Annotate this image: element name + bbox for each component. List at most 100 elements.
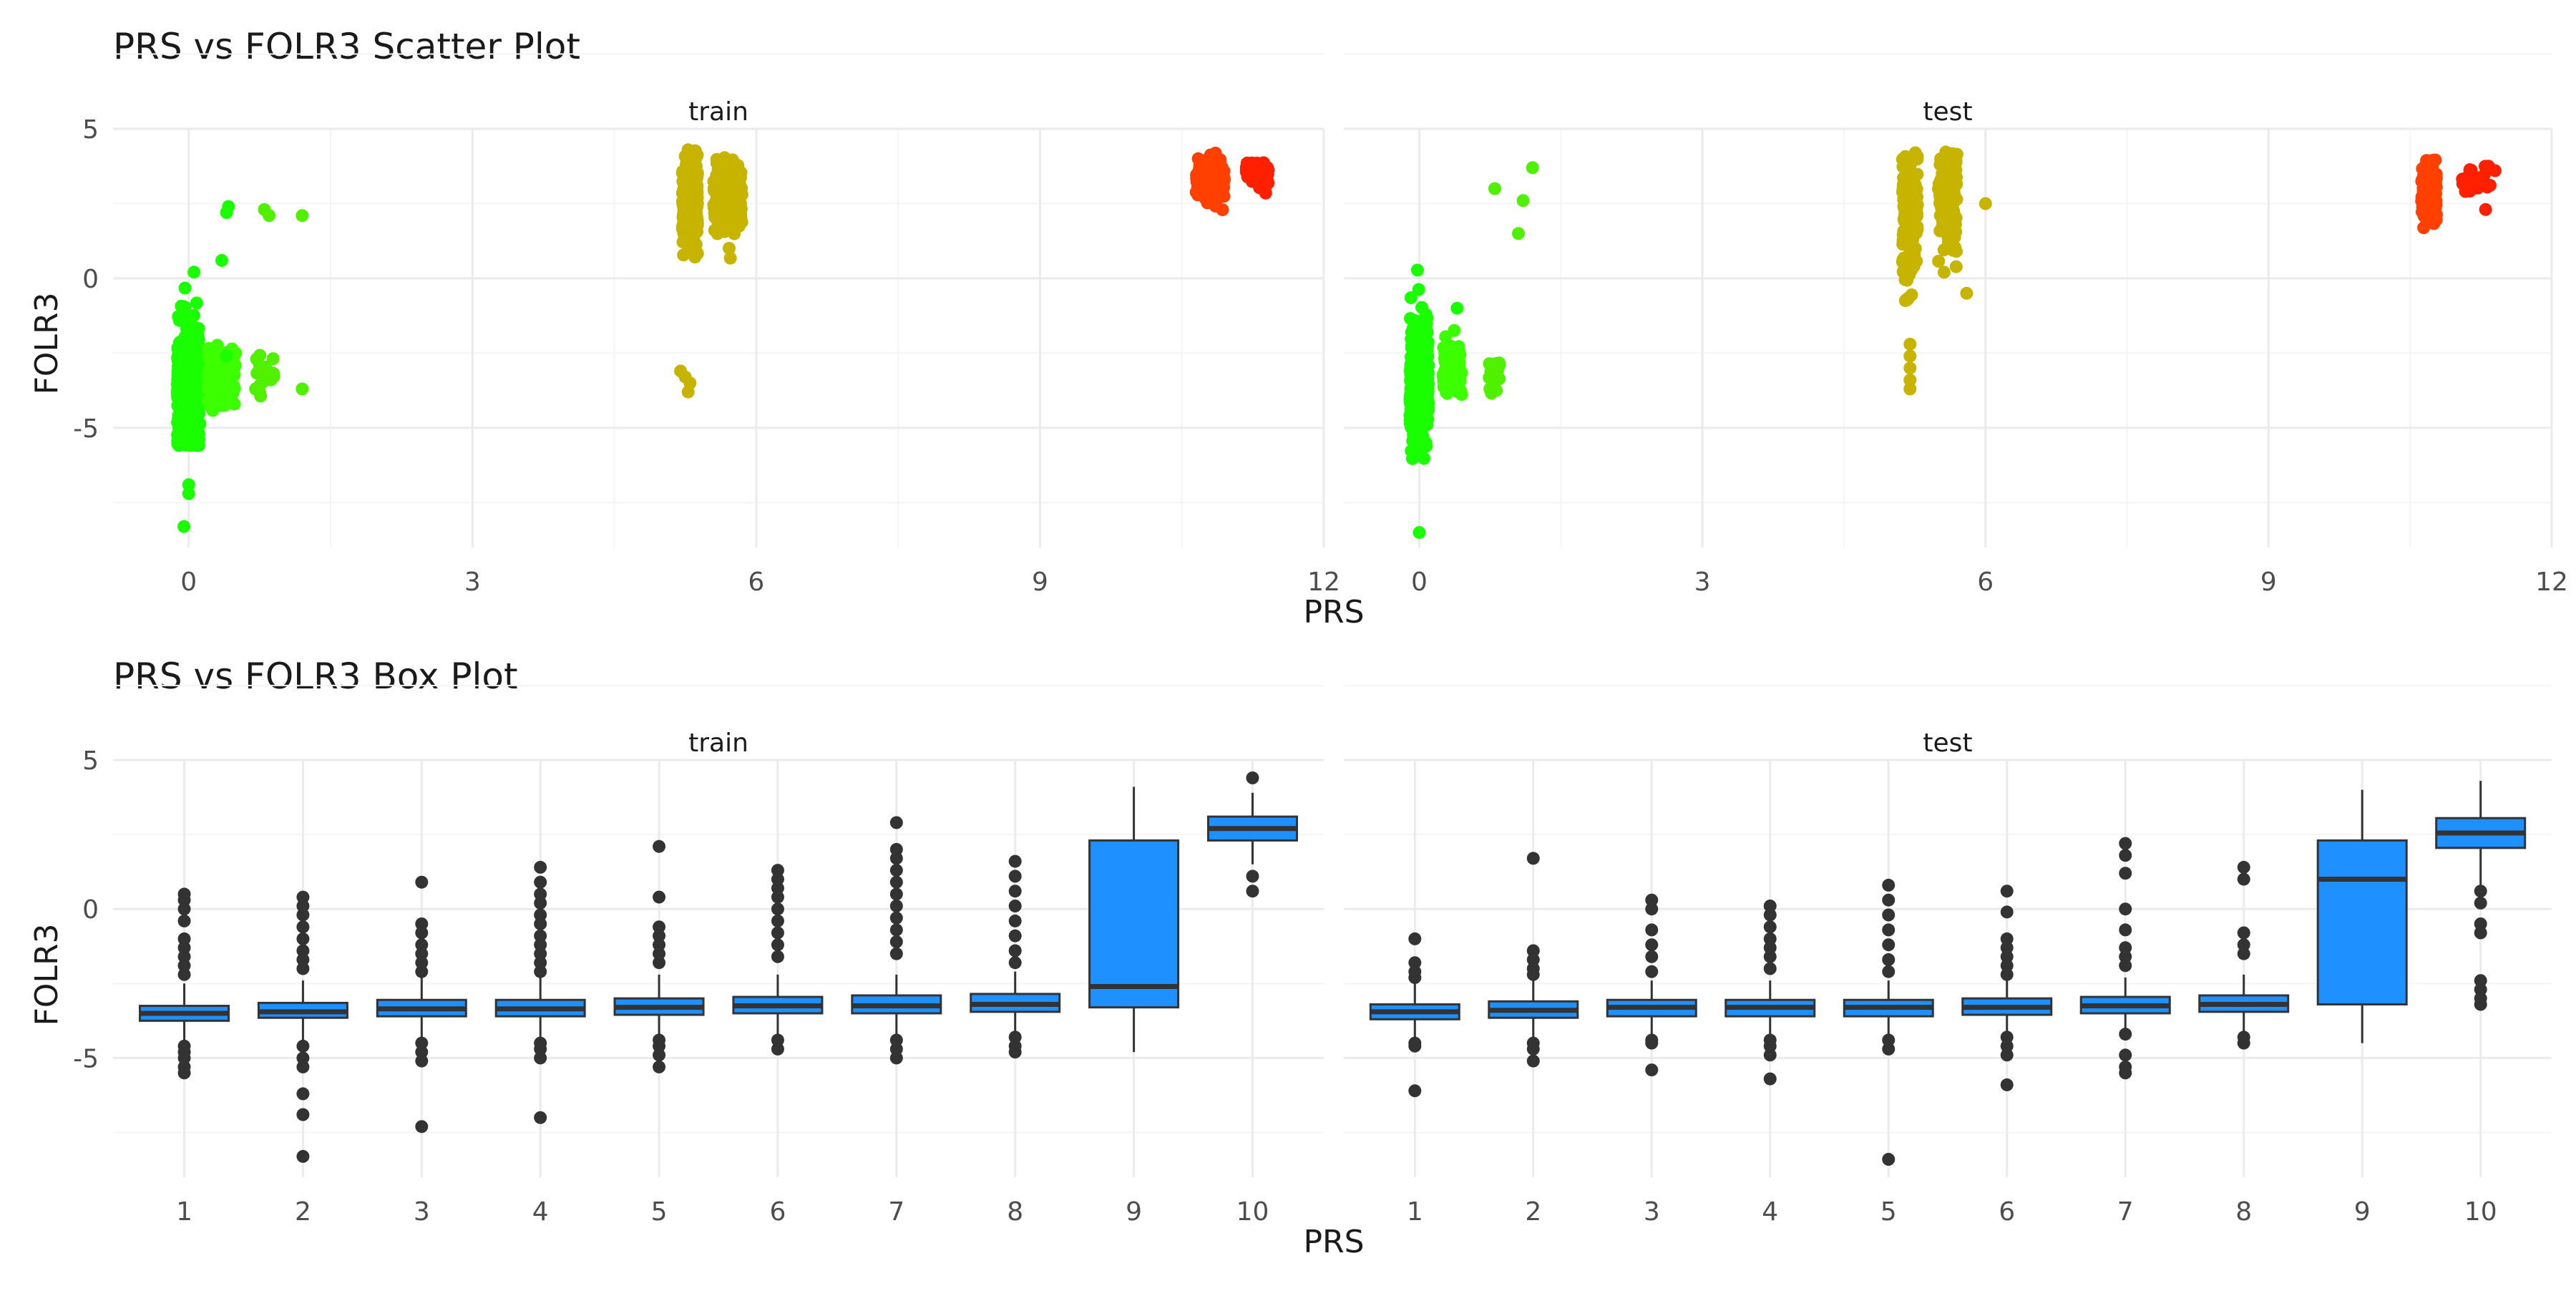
outlier-point bbox=[415, 956, 429, 970]
outlier-point bbox=[653, 1048, 666, 1062]
scatter-point bbox=[296, 382, 309, 396]
scatter-point bbox=[2488, 164, 2502, 177]
box-body bbox=[2316, 839, 2408, 1005]
scatter-point bbox=[190, 429, 204, 442]
scatter-point bbox=[726, 186, 739, 200]
scatter-point bbox=[175, 426, 187, 439]
scatter-point bbox=[1412, 283, 1425, 296]
scatter-point bbox=[685, 145, 698, 158]
x-tick-label: 4 bbox=[1762, 1197, 1778, 1227]
x-tick-label: 0 bbox=[1411, 567, 1428, 597]
outlier-point bbox=[177, 968, 191, 981]
y-tick-label: 5 bbox=[82, 115, 99, 145]
outlier-point bbox=[653, 1039, 666, 1053]
box-4 bbox=[494, 860, 586, 1124]
scatter-point bbox=[1949, 260, 1963, 273]
outlier-point bbox=[1645, 1036, 1659, 1050]
outlier-point bbox=[1882, 965, 1896, 978]
outlier-point bbox=[1008, 869, 1022, 883]
outlier-point bbox=[1645, 1063, 1659, 1077]
scatter-point bbox=[1904, 182, 1918, 195]
scatter-point bbox=[1904, 238, 1918, 251]
outlier-point bbox=[534, 956, 547, 970]
outlier-point bbox=[1645, 965, 1659, 978]
outlier-point bbox=[1408, 956, 1422, 970]
scatter-point bbox=[175, 299, 188, 313]
scatter-point bbox=[1250, 156, 1264, 170]
outlier-point bbox=[771, 938, 784, 952]
box-2 bbox=[257, 890, 348, 1163]
outlier-point bbox=[2474, 926, 2487, 940]
outlier-point bbox=[1763, 962, 1777, 975]
outlier-point bbox=[2474, 917, 2487, 930]
scatter-point bbox=[1933, 209, 1947, 222]
x-tick-label: 10 bbox=[1236, 1197, 1269, 1227]
outlier-point bbox=[889, 842, 903, 856]
outlier-point bbox=[889, 911, 903, 925]
outlier-point bbox=[2119, 1028, 2132, 1041]
box-x-axis-label: PRS bbox=[1303, 1224, 1364, 1260]
x-tick-label: 7 bbox=[2117, 1197, 2134, 1227]
outlier-point bbox=[2237, 947, 2250, 960]
box-y-axis-label: FOLR3 bbox=[29, 923, 65, 1026]
scatter-point bbox=[190, 399, 203, 413]
outlier-point bbox=[1008, 1031, 1022, 1044]
scatter-point bbox=[189, 384, 203, 397]
scatter-point bbox=[711, 206, 725, 220]
x-tick-label: 4 bbox=[532, 1197, 549, 1227]
outlier-point bbox=[2000, 1031, 2014, 1044]
box-9 bbox=[2316, 789, 2408, 1043]
box-panel-train: 1 2 3 4 5 6 7 8 9 10 5 0 -5 bbox=[73, 684, 1324, 1227]
outlier-point bbox=[1882, 953, 1896, 966]
box-5 bbox=[613, 839, 705, 1073]
scatter-point bbox=[213, 376, 226, 389]
scatter-point bbox=[1421, 385, 1435, 399]
outlier-point bbox=[1763, 1072, 1777, 1086]
x-tick-label: 1 bbox=[1407, 1197, 1423, 1227]
outlier-point bbox=[296, 900, 310, 912]
outlier-point bbox=[1008, 914, 1022, 927]
outlier-point bbox=[1882, 878, 1896, 892]
outlier-point bbox=[653, 947, 666, 960]
outlier-point bbox=[2000, 941, 2014, 955]
box-3 bbox=[376, 875, 467, 1134]
box-facet-train-label: train bbox=[688, 729, 748, 758]
outlier-point bbox=[1763, 941, 1777, 955]
scatter-point bbox=[1903, 337, 1917, 351]
outlier-point bbox=[771, 890, 784, 904]
outlier-point bbox=[534, 1051, 547, 1065]
scatter-point bbox=[1409, 419, 1423, 432]
scatter-point bbox=[1903, 349, 1917, 363]
outlier-point bbox=[2474, 998, 2487, 1011]
scatter-point bbox=[2469, 171, 2482, 185]
scatter-point bbox=[683, 376, 697, 390]
y-tick-label: 5 bbox=[82, 746, 99, 776]
scatter-point bbox=[1451, 385, 1465, 399]
outlier-point bbox=[296, 1149, 310, 1163]
outlier-point bbox=[1526, 953, 1540, 966]
scatter-point bbox=[1934, 152, 1948, 165]
outlier-point bbox=[534, 947, 547, 960]
scatter-facet-train-label: train bbox=[688, 97, 748, 127]
outlier-point bbox=[534, 917, 547, 930]
outlier-point bbox=[1763, 1048, 1777, 1062]
scatter-point bbox=[1254, 170, 1268, 183]
scatter-point bbox=[1419, 436, 1433, 449]
outlier-point bbox=[1008, 956, 1022, 970]
outlier-point bbox=[2119, 959, 2132, 973]
outlier-point bbox=[1526, 944, 1540, 958]
scatter-point bbox=[1418, 359, 1431, 373]
x-tick-label: 12 bbox=[1307, 567, 1340, 597]
x-tick-label: 3 bbox=[464, 567, 481, 597]
outlier-point bbox=[2000, 905, 2014, 919]
outlier-point bbox=[296, 1060, 310, 1073]
box-2 bbox=[1488, 852, 1579, 1068]
outlier-point bbox=[2000, 1048, 2014, 1062]
outlier-point bbox=[2000, 932, 2014, 945]
scatter-point bbox=[296, 209, 309, 223]
outlier-point bbox=[1645, 950, 1659, 963]
scatter-point bbox=[682, 184, 696, 197]
scatter-point bbox=[1526, 161, 1539, 175]
outlier-point bbox=[415, 1054, 429, 1068]
scatter-point bbox=[1516, 194, 1530, 208]
